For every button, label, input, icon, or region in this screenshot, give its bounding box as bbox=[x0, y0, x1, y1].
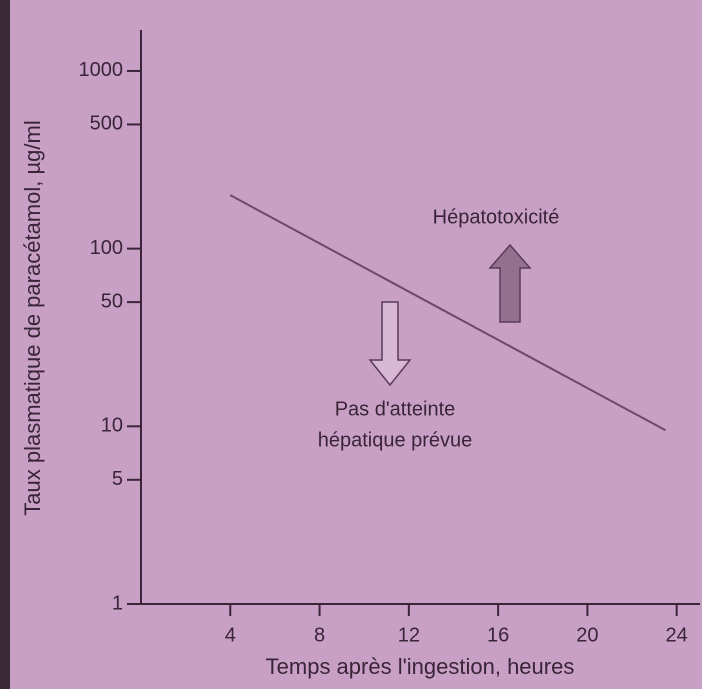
annotation: Pas d'atteinte bbox=[335, 398, 456, 420]
down-arrow bbox=[368, 301, 412, 387]
x-tick-label: 24 bbox=[666, 624, 688, 646]
x-axis-label: Temps après l'ingestion, heures bbox=[266, 654, 575, 679]
x-tick-label: 12 bbox=[398, 624, 420, 646]
y-axis-label: Taux plasmatique de paracétamol, µg/ml bbox=[20, 120, 45, 515]
y-tick-label: 50 bbox=[101, 290, 123, 312]
annotation: hépatique prévue bbox=[318, 429, 473, 451]
x-tick-label: 20 bbox=[576, 624, 598, 646]
y-tick-label: 5 bbox=[112, 468, 123, 490]
y-tick-label: 1000 bbox=[79, 59, 124, 81]
frame-edge bbox=[0, 0, 10, 689]
x-tick-label: 8 bbox=[314, 624, 325, 646]
annotation: Hépatotoxicité bbox=[433, 206, 560, 228]
x-tick-label: 4 bbox=[225, 624, 236, 646]
y-tick-label: 100 bbox=[90, 237, 123, 259]
x-tick-label: 16 bbox=[487, 624, 509, 646]
y-tick-label: 1 bbox=[112, 592, 123, 614]
line bbox=[229, 194, 666, 432]
y-tick-label: 500 bbox=[90, 113, 123, 135]
y-tick-label: 10 bbox=[101, 415, 123, 437]
up-arrow bbox=[488, 243, 532, 323]
